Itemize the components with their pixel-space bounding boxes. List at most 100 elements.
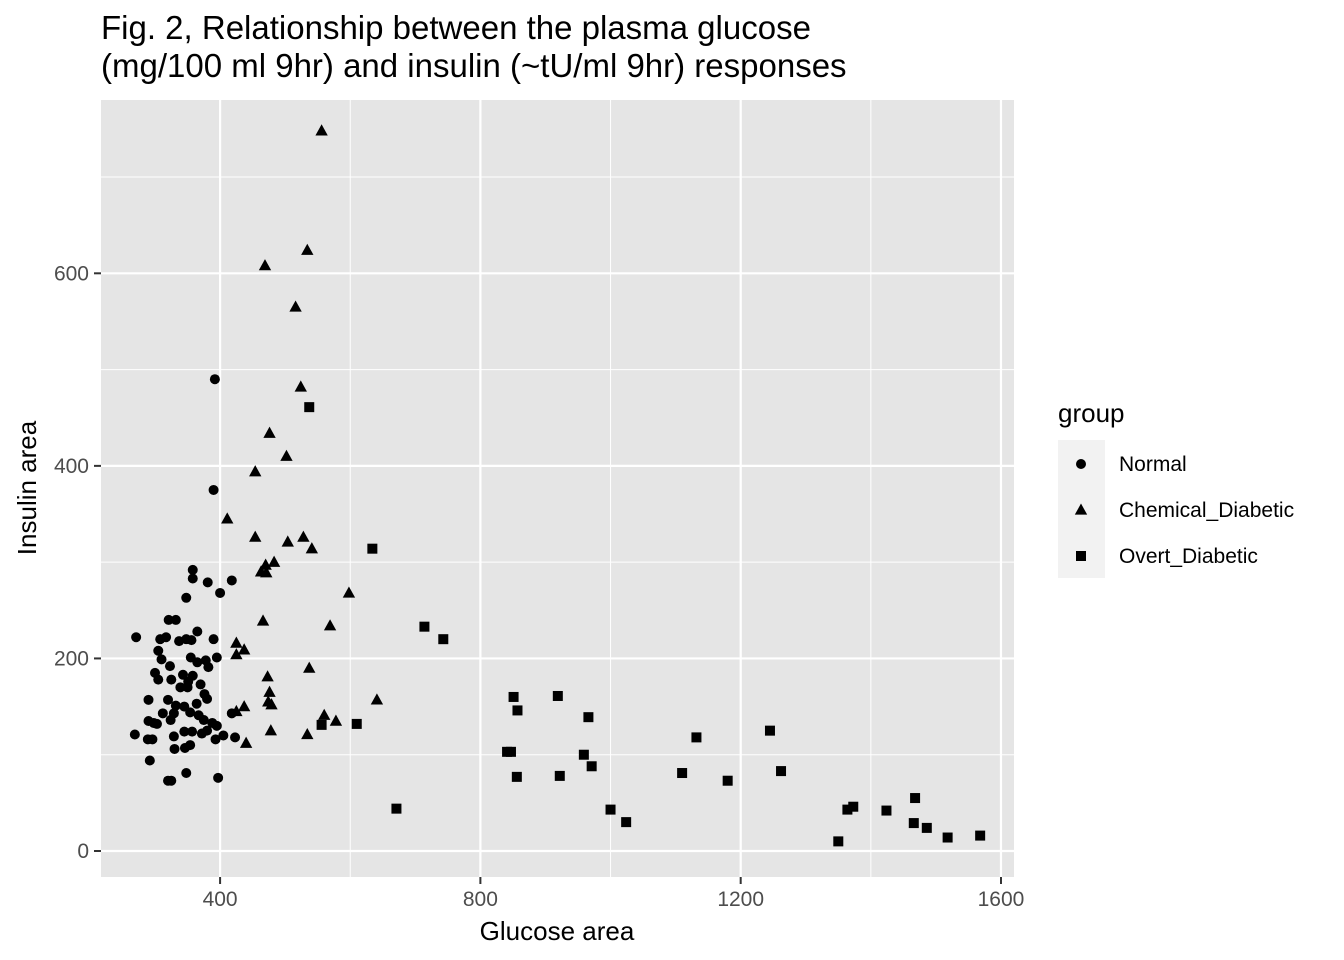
data-point: [908, 818, 919, 829]
x-tick-label: 400: [203, 888, 238, 911]
y-axis: 0 200 400 600: [54, 262, 101, 863]
data-point: [301, 243, 314, 255]
x-tick-label: 800: [463, 888, 498, 911]
data-point: [583, 712, 594, 723]
data-point: [264, 724, 278, 736]
data-point: [187, 726, 198, 737]
y-tick-label: 400: [54, 455, 89, 478]
data-point: [181, 592, 192, 603]
data-point: [263, 426, 276, 438]
data-point: [239, 736, 253, 748]
data-point: [226, 575, 237, 586]
x-axis-title: Glucose area: [480, 916, 635, 946]
data-point: [166, 775, 177, 786]
data-point: [263, 685, 276, 697]
data-point: [169, 743, 180, 754]
data-point: [848, 801, 859, 812]
data-point: [621, 817, 632, 828]
data-point: [505, 746, 516, 757]
data-point: [230, 636, 243, 648]
data-point: [230, 704, 243, 717]
data-point: [305, 542, 319, 554]
data-point: [318, 708, 331, 720]
data-point: [218, 730, 229, 741]
x-tick-label: 1600: [978, 888, 1025, 911]
data-point: [182, 682, 193, 693]
data-point: [168, 731, 179, 742]
data-point: [203, 662, 214, 673]
data-point: [202, 577, 213, 588]
data-point: [209, 374, 220, 385]
data-point: [181, 768, 192, 779]
data-point: [179, 726, 190, 737]
data-point: [177, 669, 188, 680]
data-point: [280, 449, 293, 461]
data-point: [259, 558, 272, 570]
data-point: [170, 614, 181, 625]
data-point: [391, 803, 402, 814]
data-point: [210, 734, 221, 745]
data-point: [842, 804, 853, 815]
data-point: [237, 700, 251, 712]
data-point: [833, 836, 844, 847]
data-points: [129, 124, 986, 847]
data-point: [260, 566, 273, 578]
data-point: [367, 543, 378, 554]
data-point: [208, 634, 219, 645]
data-point: [163, 614, 174, 625]
data-point: [722, 775, 733, 786]
data-point: [151, 718, 162, 729]
data-point: [370, 693, 384, 705]
y-tick-label: 0: [77, 840, 89, 863]
data-point: [192, 657, 203, 668]
data-point: [175, 682, 186, 693]
data-point: [323, 619, 337, 631]
data-point: [179, 742, 190, 753]
data-point: [438, 634, 449, 645]
major-gridlines: [101, 100, 1014, 877]
data-point: [578, 749, 589, 760]
data-point: [211, 720, 222, 731]
data-point: [511, 771, 522, 782]
x-tick-label: 1200: [717, 888, 764, 911]
data-point: [230, 648, 243, 660]
chart-title-line-2: (mg/100 ml 9hr) and insulin (~tU/ml 9hr)…: [101, 47, 847, 84]
panel-background: [101, 100, 1014, 877]
data-point: [181, 634, 192, 645]
data-point: [143, 694, 154, 705]
data-point: [301, 728, 314, 740]
data-point: [677, 768, 688, 779]
data-point: [776, 766, 787, 777]
data-point: [552, 690, 563, 701]
data-point: [221, 512, 234, 524]
data-point: [161, 632, 172, 643]
data-point: [508, 691, 519, 702]
data-point: [147, 734, 158, 745]
data-point: [329, 714, 343, 726]
legend-key-square: [1076, 551, 1086, 561]
data-point: [211, 652, 222, 663]
data-point: [512, 705, 523, 716]
data-point: [586, 761, 597, 772]
data-point: [144, 755, 155, 766]
data-point: [289, 300, 302, 312]
data-point: [249, 530, 262, 542]
data-point: [605, 804, 616, 815]
chart-title-line-1: Fig. 2, Relationship between the plasma …: [101, 9, 811, 46]
data-point: [419, 621, 430, 632]
data-point: [195, 679, 206, 690]
data-point: [153, 674, 164, 685]
legend-title: group: [1058, 398, 1125, 428]
data-point: [153, 645, 164, 656]
legend-label: Normal: [1119, 453, 1187, 476]
data-point: [249, 465, 262, 477]
data-point: [165, 715, 176, 726]
data-point: [265, 698, 278, 710]
data-point: [185, 707, 196, 718]
data-point: [192, 626, 203, 637]
data-point: [315, 124, 328, 136]
data-point: [351, 718, 362, 729]
data-point: [258, 259, 272, 271]
data-point: [215, 587, 226, 598]
